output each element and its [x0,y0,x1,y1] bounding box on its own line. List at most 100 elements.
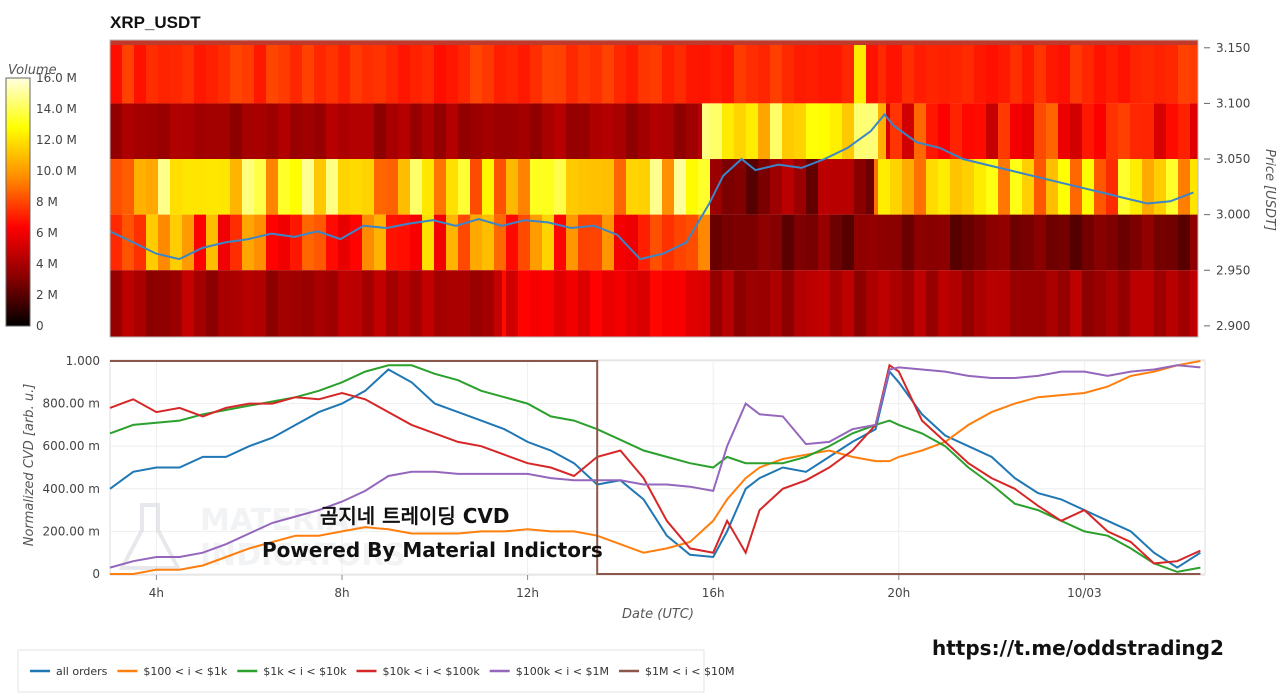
heatmap-cell [614,214,619,271]
heatmap-cell [734,159,739,215]
heatmap-cell [1006,214,1011,271]
heatmap-cell [334,103,339,160]
heatmap-cell [870,214,875,271]
heatmap-cell [190,270,195,337]
heatmap-cell [1138,103,1143,160]
heatmap-cell [1054,159,1059,215]
cvd-y-tick-label: 200.00 m [43,524,101,538]
heatmap-cell [562,40,567,104]
heatmap-cell [522,159,527,215]
heatmap-cell [234,40,239,104]
heatmap-cell [974,270,979,337]
heatmap-cell [1042,40,1047,104]
heatmap-cell [170,270,175,337]
heatmap-cell [266,103,271,160]
heatmap-cell [1162,40,1167,104]
heatmap-cell [438,270,443,337]
heatmap-cell [1094,270,1099,337]
heatmap-cell [262,40,267,104]
heatmap-cell [474,103,479,160]
heatmap-cell [374,214,379,271]
heatmap-cell [1022,270,1027,337]
heatmap-cell [762,270,767,337]
heatmap-cell [1078,214,1083,271]
heatmap-cell [1182,40,1187,104]
heatmap-cell [1070,40,1075,104]
heatmap-cell [414,103,419,160]
heatmap-cell [862,159,867,215]
legend-item-label: $1M < i < $10M [645,665,734,678]
heatmap-cell [1102,40,1107,104]
heatmap-cell [638,159,643,215]
heatmap-cell [410,103,415,160]
heatmap-cell [450,103,455,160]
heatmap-cell [250,40,255,104]
heatmap-cell [1062,214,1067,271]
heatmap-cell [866,40,871,104]
heatmap-cell [118,214,123,271]
heatmap-cell [1158,103,1163,160]
heatmap-cell [898,270,903,337]
heatmap-cell [398,159,403,215]
heatmap-cell [238,40,243,104]
heatmap-cell [410,159,415,215]
heatmap-cell [862,40,867,104]
heatmap-cell [254,40,259,104]
heatmap-cell [978,159,983,215]
telegram-link[interactable]: https://t.me/oddstrading2 [932,636,1224,660]
heatmap-cell [154,270,159,337]
heatmap-cell [634,159,639,215]
heatmap-cell [670,214,675,271]
heatmap-cell [1154,40,1159,104]
heatmap-cell [470,40,475,104]
heatmap-cell [814,214,819,271]
heatmap-cell [614,270,619,337]
heatmap-cell [758,40,763,104]
heatmap-cell [218,270,223,337]
heatmap-cell [618,159,623,215]
heatmap-cell [830,214,835,271]
heatmap-cell [1026,214,1031,271]
heatmap-cell [382,40,387,104]
heatmap-cell [1178,159,1183,215]
heatmap-cell [1014,270,1019,337]
heatmap-cell [990,40,995,104]
heatmap-cell [694,103,699,160]
heatmap-cell [474,214,479,271]
heatmap-cell [502,40,507,104]
heatmap-cell [762,103,767,160]
heatmap-cell [934,214,939,271]
heatmap-cell [1150,214,1155,271]
heatmap-cell [566,40,571,104]
heatmap-cell [278,270,283,337]
heatmap-cell [662,103,667,160]
heatmap-cell [1034,270,1039,337]
heatmap-cell [374,103,379,160]
heatmap-cell [290,103,295,160]
heatmap-cell [286,159,291,215]
heatmap-cell [358,159,363,215]
heatmap-cell [854,214,859,271]
heatmap-cell [782,270,787,337]
heatmap-cell [818,270,823,337]
heatmap-cell [650,270,655,337]
heatmap-cell [778,270,783,337]
heatmap-cell [774,159,779,215]
heatmap-cell [174,103,179,160]
heatmap-cell [786,103,791,160]
heatmap-cell [1046,270,1051,337]
heatmap-cell [114,270,119,337]
heatmap-cell [1090,103,1095,160]
heatmap-cell [574,214,579,271]
heatmap-cell [938,270,943,337]
heatmap-cell [1030,40,1035,104]
heatmap-cell [406,214,411,271]
heatmap-cell [994,214,999,271]
heatmap-cell [810,159,815,215]
heatmap-cell [1186,159,1191,215]
heatmap-cell [314,159,319,215]
price-tick-label: 3.150 [1216,41,1250,55]
heatmap-cell [554,103,559,160]
heatmap-cell [770,103,775,160]
heatmap-cell [722,103,727,160]
